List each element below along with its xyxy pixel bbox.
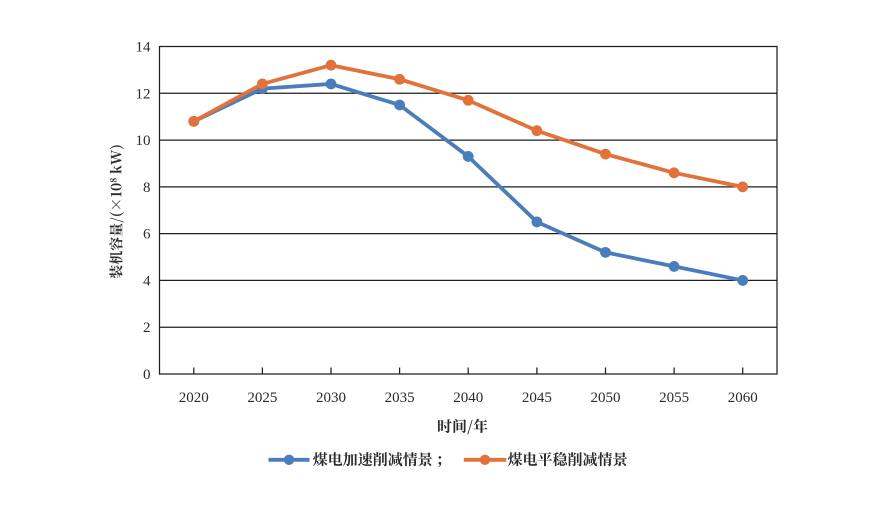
svg-text:6: 6 <box>143 227 151 243</box>
svg-text:0: 0 <box>143 367 151 383</box>
svg-text:2030: 2030 <box>316 390 346 406</box>
svg-text:4: 4 <box>143 273 151 289</box>
svg-text:2035: 2035 <box>385 390 415 406</box>
svg-text:2025: 2025 <box>247 390 277 406</box>
svg-text:14: 14 <box>136 40 152 56</box>
svg-text:2020: 2020 <box>179 390 209 406</box>
svg-text:12: 12 <box>136 86 151 102</box>
svg-text:8: 8 <box>143 180 151 196</box>
svg-text:2055: 2055 <box>659 390 689 406</box>
svg-text:2: 2 <box>143 320 151 336</box>
svg-text:2045: 2045 <box>522 390 552 406</box>
svg-text:2060: 2060 <box>728 390 758 406</box>
svg-text:10: 10 <box>136 133 151 149</box>
svg-text:2040: 2040 <box>453 390 483 406</box>
svg-text:2050: 2050 <box>591 390 621 406</box>
